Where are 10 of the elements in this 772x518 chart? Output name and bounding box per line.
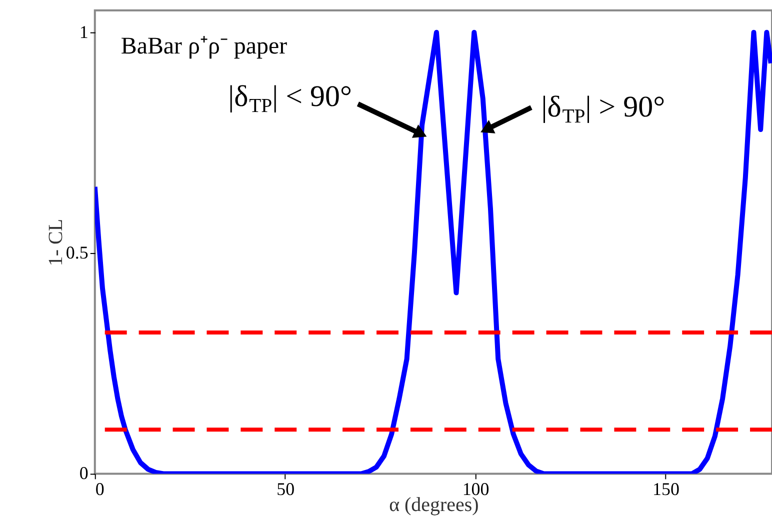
x-tick-label: 50 — [276, 479, 295, 500]
x-tick-label: 0 — [95, 479, 104, 500]
x-axis-title: α (degrees) — [389, 494, 479, 516]
y-axis-title: 1- CL — [44, 218, 67, 266]
line-series — [94, 30, 772, 474]
y-tick-label: 1 — [79, 22, 88, 42]
y-tick-label: 0 — [79, 463, 88, 484]
y-tick-label: 0.5 — [66, 242, 88, 263]
annotation: BaBar ρ⁺ρ⁻ paper — [120, 33, 288, 60]
x-tick-label: 150 — [652, 479, 680, 500]
